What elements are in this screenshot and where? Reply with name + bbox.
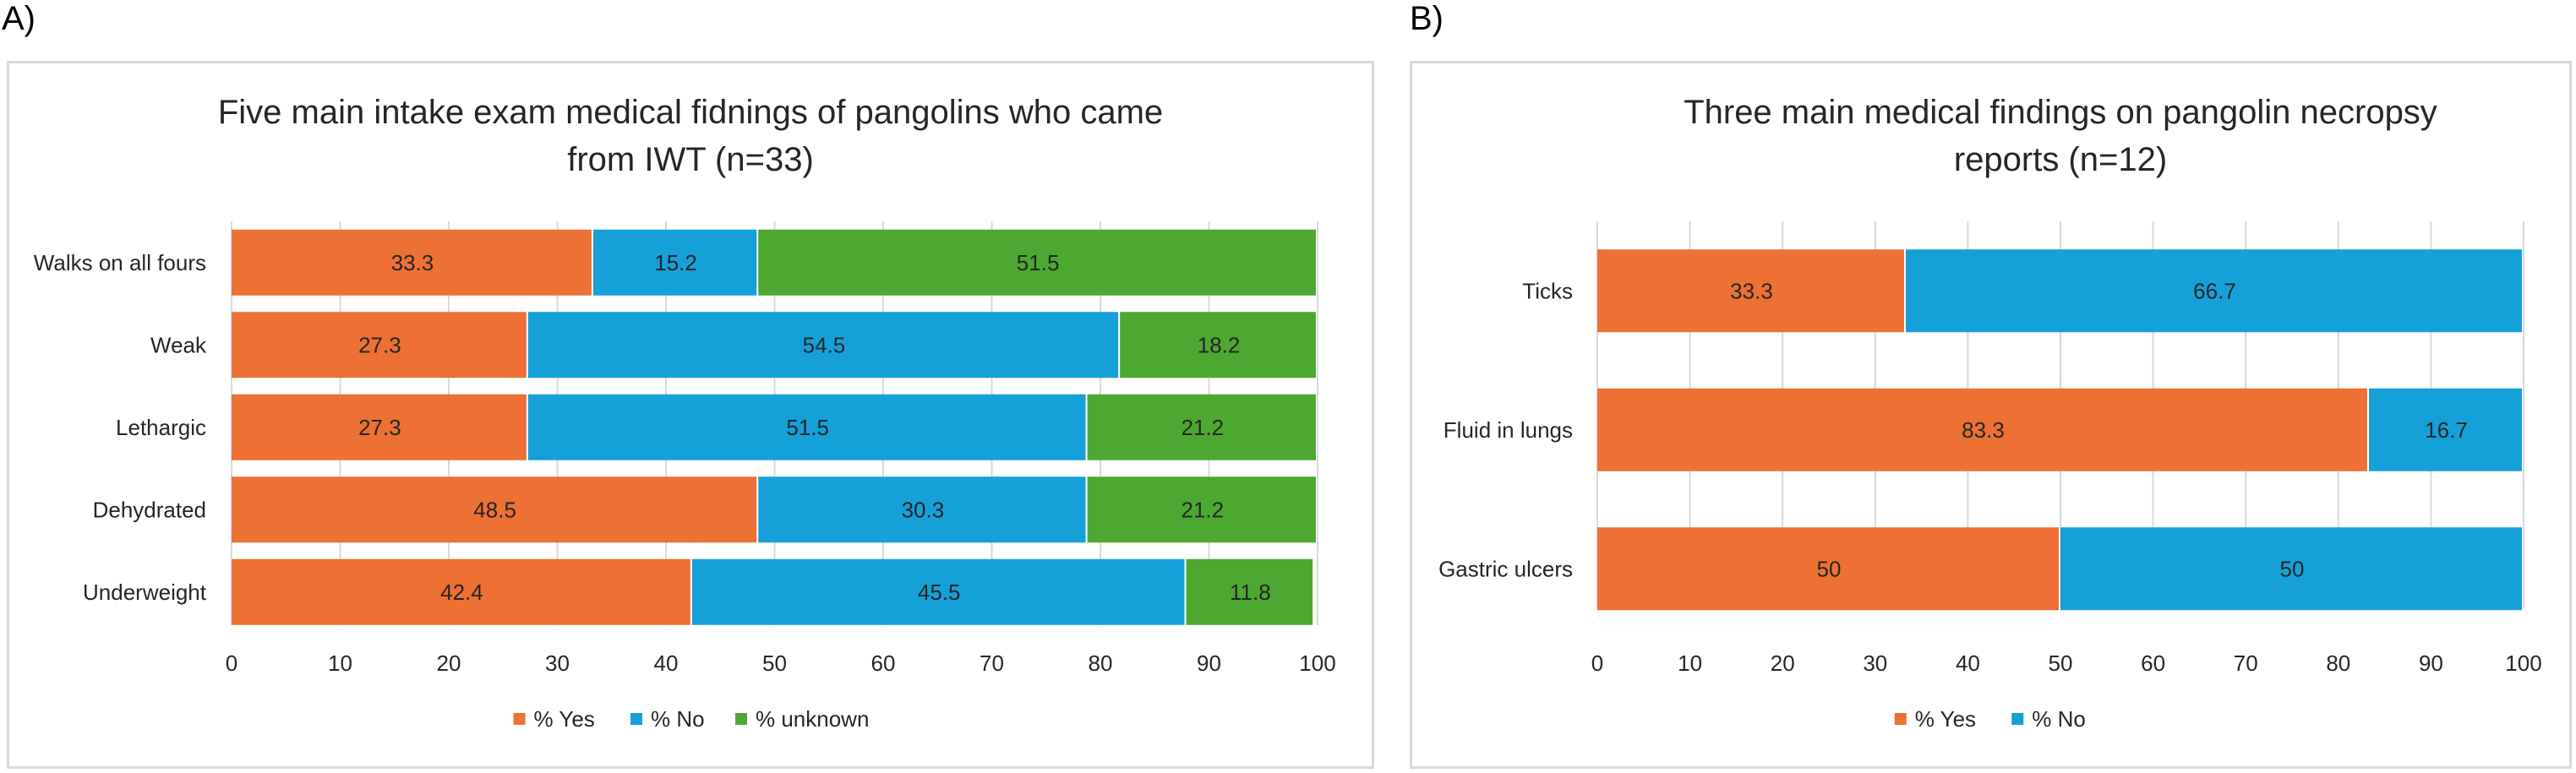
x-tick-label-b-50: 50: [2049, 651, 2073, 676]
data-label-b-3-no: 50: [2280, 556, 2305, 581]
bar-a-1-no: [592, 229, 757, 296]
x-tick-label-a-50: 50: [762, 651, 787, 676]
x-tick-label-a-70: 70: [980, 651, 1004, 676]
bar-a-3-unknown: [1087, 394, 1316, 460]
category-label-b-3: Gastric ulcers: [1438, 556, 1573, 581]
category-label-a-2: Weak: [150, 332, 207, 357]
data-label-a-1-unknown: 51.5: [1017, 250, 1060, 275]
x-tick-label-a-100: 100: [1299, 651, 1335, 676]
category-label-b-1: Ticks: [1522, 278, 1573, 303]
data-label-a-4-unknown: 21.2: [1181, 497, 1224, 522]
category-label-b-2: Fluid in lungs: [1444, 417, 1573, 443]
category-label-a-4: Dehydrated: [93, 497, 206, 522]
panel-b-label: B): [1410, 0, 1444, 37]
bar-a-2-yes: [232, 312, 527, 378]
data-label-b-1-no: 66.7: [2193, 278, 2236, 303]
legend-swatch-a-unknown: [735, 713, 747, 725]
bar-a-3-yes: [232, 394, 527, 460]
x-tick-label-a-80: 80: [1089, 651, 1113, 676]
legend-swatch-b-yes: [1894, 713, 1907, 725]
legend-label-a-unknown: % unknown: [756, 706, 869, 732]
data-label-a-4-yes: 48.5: [473, 497, 516, 522]
category-label-a-5: Underweight: [83, 580, 207, 605]
data-label-a-1-no: 15.2: [654, 250, 697, 275]
legend-swatch-a-yes: [513, 713, 526, 725]
bar-a-2-unknown: [1120, 312, 1316, 378]
x-tick-label-b-60: 60: [2141, 651, 2165, 676]
x-tick-label-a-60: 60: [871, 651, 896, 676]
x-tick-label-a-30: 30: [545, 651, 570, 676]
legend-label-a-no: % No: [651, 706, 705, 732]
bar-a-4-unknown: [1087, 476, 1316, 543]
x-tick-label-b-90: 90: [2419, 651, 2443, 676]
chart-title-a-line-1: Five main intake exam medical fidnings o…: [218, 94, 1163, 131]
chart-title-a-line-2: from IWT (n=33): [567, 141, 814, 178]
bar-a-3-no: [527, 394, 1086, 460]
category-label-a-3: Lethargic: [116, 415, 206, 440]
data-label-a-3-yes: 27.3: [358, 415, 401, 440]
x-tick-label-b-10: 10: [1678, 651, 1702, 676]
legend-label-b-yes: % Yes: [1915, 706, 1976, 732]
x-tick-label-b-0: 0: [1591, 651, 1603, 676]
data-label-a-5-no: 45.5: [918, 580, 961, 605]
data-label-a-1-yes: 33.3: [391, 250, 434, 275]
x-tick-label-a-0: 0: [226, 651, 237, 676]
bar-b-3-no: [2060, 527, 2522, 611]
bar-b-1-no: [1905, 249, 2522, 333]
x-tick-label-a-10: 10: [328, 651, 352, 676]
x-tick-label-a-40: 40: [654, 651, 679, 676]
panel-a-label: A): [2, 0, 35, 37]
chart-title-b-line-2: reports (n=12): [1954, 141, 2167, 178]
bar-a-1-unknown: [758, 229, 1316, 296]
legend-label-b-no: % No: [2032, 706, 2086, 732]
bar-a-5-unknown: [1186, 558, 1313, 625]
data-label-a-4-no: 30.3: [902, 497, 945, 522]
x-tick-label-a-20: 20: [437, 651, 461, 676]
bar-a-4-yes: [232, 476, 757, 543]
data-label-a-2-no: 54.5: [803, 332, 846, 357]
x-tick-label-b-70: 70: [2234, 651, 2258, 676]
bar-b-3-yes: [1597, 527, 2059, 611]
bar-a-2-no: [527, 312, 1119, 378]
data-label-a-3-no: 51.5: [786, 415, 829, 440]
bar-a-4-no: [758, 476, 1086, 543]
x-tick-label-b-100: 100: [2505, 651, 2541, 676]
bar-a-5-yes: [232, 558, 690, 625]
data-label-b-2-no: 16.7: [2425, 417, 2468, 443]
x-tick-label-b-40: 40: [1956, 651, 1980, 676]
bar-a-1-yes: [232, 229, 592, 296]
x-tick-label-b-80: 80: [2326, 651, 2350, 676]
data-label-a-5-unknown: 11.8: [1230, 580, 1271, 605]
bar-b-2-no: [2368, 388, 2522, 471]
category-label-a-1: Walks on all fours: [34, 250, 206, 275]
data-label-a-3-unknown: 21.2: [1181, 415, 1224, 440]
data-label-a-2-unknown: 18.2: [1198, 332, 1241, 357]
x-tick-label-b-30: 30: [1863, 651, 1887, 676]
data-label-b-2-yes: 83.3: [1962, 417, 2005, 443]
data-label-a-2-yes: 27.3: [358, 332, 401, 357]
legend-swatch-a-no: [630, 713, 642, 725]
x-tick-label-a-90: 90: [1197, 651, 1221, 676]
x-tick-label-b-20: 20: [1771, 651, 1795, 676]
bar-b-2-yes: [1597, 388, 2367, 471]
data-label-b-1-yes: 33.3: [1730, 278, 1773, 303]
bar-a-5-no: [691, 558, 1185, 625]
bar-b-1-yes: [1597, 249, 1904, 333]
data-label-b-3-yes: 50: [1817, 556, 1842, 581]
legend-swatch-b-no: [2011, 713, 2024, 725]
data-label-a-5-yes: 42.4: [440, 580, 483, 605]
legend-label-a-yes: % Yes: [534, 706, 595, 732]
chart-title-b-line-1: Three main medical findings on pangolin …: [1684, 94, 2437, 131]
